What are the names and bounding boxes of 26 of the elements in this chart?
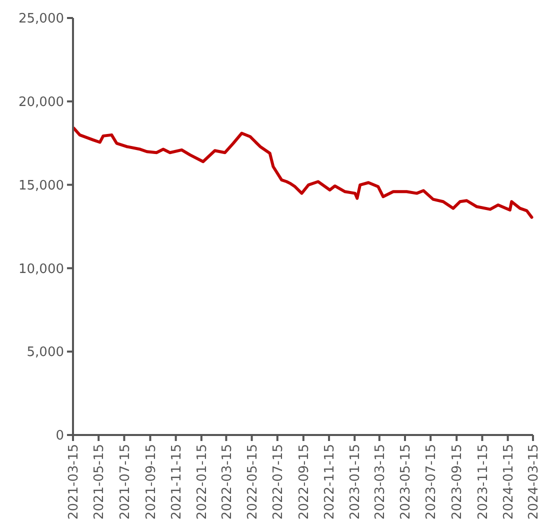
x-tick-label: 2023-01-15 <box>348 444 364 520</box>
line-series <box>72 126 534 219</box>
x-tick-label: 2023-07-15 <box>424 444 440 520</box>
y-tick-label: 25,000 <box>18 12 64 27</box>
y-tick-label: 5,000 <box>26 345 64 360</box>
x-tick-label: 2021-07-15 <box>118 444 133 520</box>
y-tick-label: 10,000 <box>18 262 64 277</box>
x-tick-label: 2022-05-15 <box>245 444 260 520</box>
x-tick-label: 2022-11-15 <box>322 444 338 520</box>
y-tick-label: 15,000 <box>18 178 64 194</box>
x-tick-label: 2021-11-15 <box>169 444 184 520</box>
x-tick-label: 2023-09-15 <box>450 444 466 520</box>
x-tick-label: 2022-01-15 <box>194 444 210 520</box>
x-tick-label: 2021-05-15 <box>92 444 108 520</box>
y-tick-label: 0 <box>56 428 64 444</box>
x-tick-label: 2021-09-15 <box>144 444 159 520</box>
x-tick-label: 2022-03-15 <box>220 444 235 520</box>
x-tick-label: 2023-11-15 <box>476 444 491 520</box>
x-tick-label: 2023-05-15 <box>398 444 414 520</box>
x-tick-label: 2021-03-15 <box>66 444 82 520</box>
x-tick-label: 2023-03-15 <box>372 444 388 520</box>
x-tick-label: 2022-09-15 <box>296 444 312 520</box>
x-tick-label: 2022-07-15 <box>270 444 286 520</box>
x-tick-label: 2024-03-15 <box>526 444 539 520</box>
y-tick-label: 20,000 <box>18 94 64 110</box>
x-tick-label: 2024-01-15 <box>501 444 516 520</box>
